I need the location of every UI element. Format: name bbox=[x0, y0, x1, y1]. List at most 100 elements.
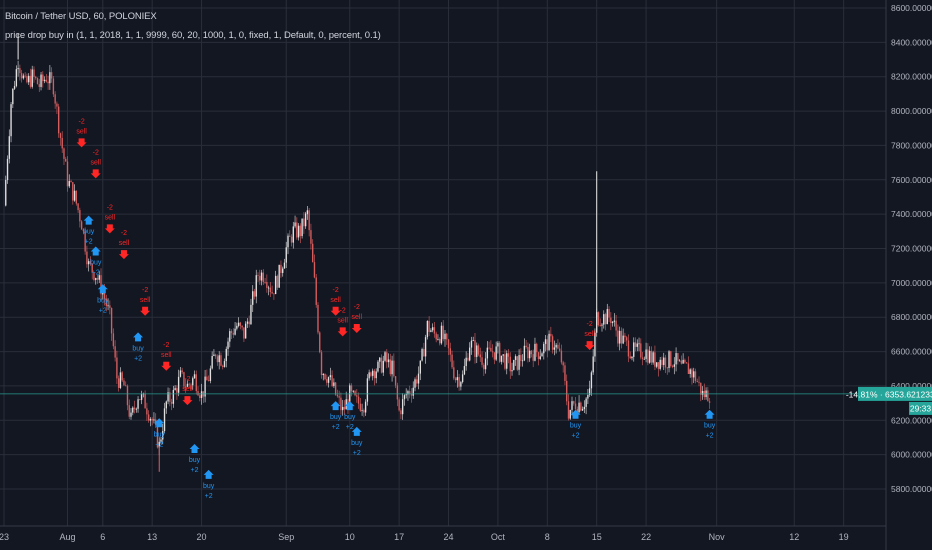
candle-body bbox=[31, 69, 33, 87]
candle-body bbox=[190, 384, 192, 386]
candle-body bbox=[484, 358, 487, 370]
candle-body bbox=[567, 401, 570, 419]
candle-body bbox=[650, 350, 653, 363]
candle-body bbox=[188, 383, 190, 385]
buy-signal-label: buy bbox=[344, 414, 356, 421]
candle-body bbox=[700, 382, 702, 395]
buy-signal-label: buy bbox=[154, 431, 166, 438]
candle-body bbox=[398, 399, 400, 411]
candle-body bbox=[386, 352, 388, 363]
candle-body bbox=[47, 81, 49, 84]
candle-body bbox=[299, 225, 302, 237]
candle-body bbox=[537, 352, 540, 360]
candle-body bbox=[608, 309, 610, 318]
candle-body bbox=[297, 225, 300, 238]
sell-arrow-icon bbox=[182, 396, 193, 406]
candle-body bbox=[384, 352, 386, 361]
candle-body bbox=[511, 370, 513, 372]
buy-signal-label: +2 bbox=[346, 424, 354, 431]
candle-body bbox=[500, 355, 503, 362]
candle-body bbox=[416, 379, 418, 384]
sell-signal-label: -2 bbox=[333, 287, 339, 294]
candle-body bbox=[42, 74, 44, 82]
candle-body bbox=[225, 348, 227, 362]
candle-body bbox=[474, 340, 476, 357]
candle-body bbox=[133, 407, 136, 409]
candle-body bbox=[66, 161, 69, 187]
candle-body bbox=[483, 364, 485, 370]
candle-body bbox=[659, 359, 661, 369]
candle-body bbox=[359, 403, 362, 411]
candle-body bbox=[371, 370, 374, 376]
candle-body bbox=[100, 275, 102, 295]
x-tick-label: Oct bbox=[491, 532, 506, 542]
candle-body bbox=[435, 333, 437, 340]
candle-body bbox=[117, 378, 120, 388]
candle-body bbox=[250, 304, 252, 325]
candle-body bbox=[352, 390, 354, 392]
candle-body bbox=[255, 275, 257, 297]
candle-body bbox=[264, 281, 266, 283]
candle-body bbox=[618, 330, 621, 344]
candle-body bbox=[179, 370, 182, 377]
buy-signal-label: buy bbox=[570, 423, 582, 430]
candle-body bbox=[684, 359, 686, 363]
candle-body bbox=[470, 340, 473, 348]
candle-body bbox=[96, 277, 99, 280]
candle-body bbox=[132, 407, 134, 413]
candle-body bbox=[491, 351, 494, 353]
candle-body bbox=[294, 222, 296, 227]
sell-signal-label: sell bbox=[330, 297, 341, 304]
candle-body bbox=[375, 371, 377, 379]
candle-body bbox=[592, 356, 594, 373]
sell-arrow-icon bbox=[104, 224, 115, 234]
candle-body bbox=[361, 410, 363, 411]
candle-body bbox=[197, 391, 199, 396]
candle-body bbox=[125, 385, 127, 387]
sell-signal-label: sell bbox=[182, 386, 193, 393]
candle-body bbox=[664, 357, 667, 368]
buy-signal-label: +2 bbox=[134, 355, 142, 362]
candle-body bbox=[35, 76, 37, 79]
candle-body bbox=[121, 372, 123, 381]
candle-body bbox=[620, 330, 623, 344]
candle-body bbox=[624, 335, 626, 338]
candle-body bbox=[278, 264, 280, 288]
candle-body bbox=[357, 396, 360, 404]
candle-body bbox=[527, 346, 529, 359]
candle-body bbox=[634, 342, 637, 347]
candle-body bbox=[680, 360, 683, 364]
candle-body bbox=[301, 218, 303, 237]
candle-body bbox=[12, 88, 14, 105]
candle-body bbox=[698, 381, 700, 383]
candle-body bbox=[453, 367, 455, 379]
candle-body bbox=[555, 344, 557, 348]
candle-body bbox=[627, 340, 630, 357]
x-tick-label: 20 bbox=[197, 532, 207, 542]
candle-body bbox=[282, 268, 284, 273]
candle-body bbox=[349, 385, 351, 407]
sell-signal-label: -2 bbox=[587, 321, 593, 328]
candle-body bbox=[70, 181, 72, 183]
sell-signal-label: sell bbox=[90, 159, 101, 166]
candle-body bbox=[192, 378, 194, 386]
candle-body bbox=[259, 275, 261, 281]
candle-body bbox=[456, 377, 459, 381]
candle-body bbox=[465, 357, 467, 367]
candle-body bbox=[673, 364, 676, 367]
y-tick-label: 5800.00000000 bbox=[891, 484, 932, 494]
candle-body bbox=[571, 401, 573, 410]
candle-body bbox=[320, 352, 323, 376]
candle-body bbox=[267, 287, 270, 289]
sell-arrow-icon bbox=[330, 306, 341, 316]
candle-body bbox=[687, 363, 690, 374]
x-tick-label: 19 bbox=[839, 532, 849, 542]
candle-body bbox=[236, 325, 238, 329]
buy-signal-label: +2 bbox=[332, 424, 340, 431]
buy-arrow-icon bbox=[570, 409, 581, 419]
candle-body bbox=[490, 347, 492, 352]
candle-body bbox=[437, 338, 439, 340]
candle-body bbox=[581, 408, 584, 411]
candle-body bbox=[146, 408, 148, 415]
